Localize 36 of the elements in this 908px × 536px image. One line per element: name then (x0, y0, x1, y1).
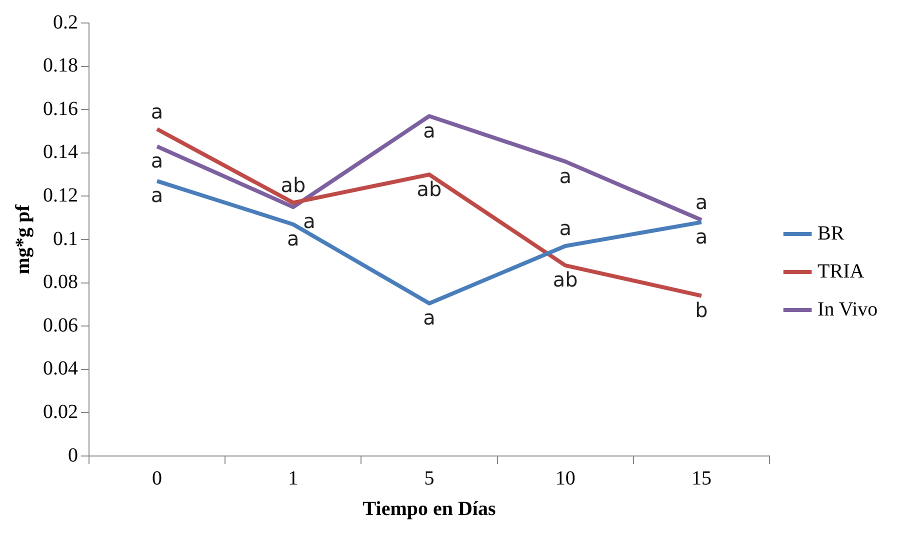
y-axis-title: mg*g pf (12, 204, 34, 274)
data-label: a (559, 164, 572, 188)
y-tick-label: 0.12 (43, 184, 78, 206)
data-label: ab (552, 268, 578, 292)
data-label: a (303, 209, 316, 234)
x-tick-label: 15 (691, 467, 712, 490)
data-label: ab (280, 172, 306, 197)
y-tick-label: 0.02 (43, 400, 78, 423)
y-tick-label: 0.16 (43, 98, 78, 120)
data-label: b (695, 298, 708, 322)
data-label: a (695, 190, 708, 214)
x-tick-label: 5 (424, 467, 434, 490)
data-label: a (423, 118, 436, 142)
y-tick-label: 0.08 (43, 271, 78, 294)
y-tick-label: 0 (68, 444, 78, 466)
data-label: a (423, 306, 436, 330)
data-label: a (150, 148, 164, 173)
y-tick-label: 0.2 (53, 11, 78, 34)
x-tick-label: 10 (555, 467, 576, 490)
y-tick-label: 0.14 (43, 141, 78, 164)
legend-label: In Vivo (818, 298, 878, 320)
data-label: a (559, 216, 572, 240)
y-tick-label: 0.06 (43, 314, 78, 336)
x-tick-label: 0 (152, 467, 162, 490)
data-label: ab (416, 176, 442, 201)
x-axis-title: Tiempo en Días (362, 498, 496, 520)
y-tick-label: 0.1 (53, 228, 78, 250)
y-tick-label: 0.18 (43, 54, 78, 77)
y-tick-label: 0.04 (43, 358, 78, 380)
legend-label: TRIA (818, 260, 865, 282)
data-label: a (287, 226, 300, 251)
data-label: a (150, 99, 164, 124)
x-tick-label: 1 (288, 467, 298, 490)
data-label: a (150, 183, 164, 208)
data-label: a (695, 224, 708, 248)
legend-label: BR (818, 222, 845, 244)
